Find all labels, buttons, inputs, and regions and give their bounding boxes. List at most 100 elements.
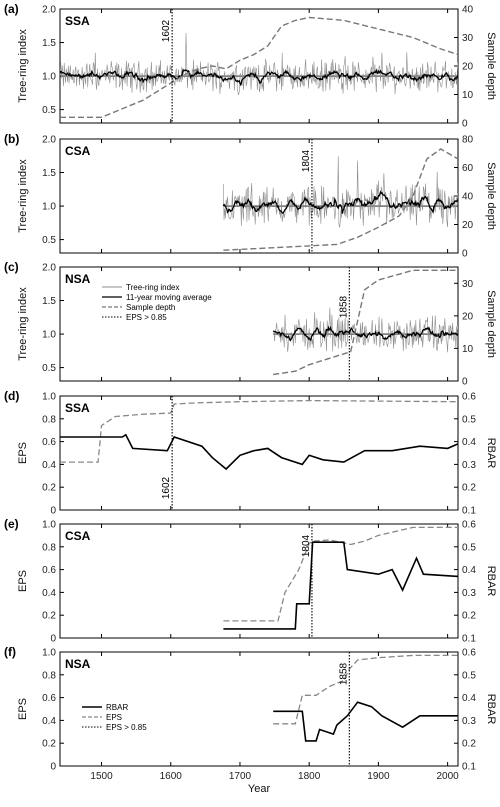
eps-threshold-year-label: 1804 — [301, 534, 312, 557]
y-tick-label: 0.6 — [42, 437, 56, 448]
panel-label: (e) — [4, 517, 19, 531]
panel-b: 0.5 1.0 1.5 2.0 0 20 40 60 80 Tree-ring index Samp… — [4, 132, 497, 260]
panel-f: 1500 1600 1700 1800 1900 2000 Year 0 0.2 0.4 0.6 0.… — [4, 645, 497, 795]
y2-tick-label: 0.6 — [462, 392, 476, 403]
y-tick-label: 0.4 — [42, 460, 56, 471]
eps-threshold-year-label: 1602 — [161, 19, 172, 42]
region-label: SSA — [65, 14, 90, 28]
panel-label: (d) — [4, 389, 19, 403]
y-tick-label: 0.6 — [42, 565, 56, 576]
y2-tick-label: 80 — [462, 135, 474, 146]
x-tick-label: 1700 — [229, 771, 252, 782]
y-axis-label: EPS — [17, 698, 29, 720]
y-tick-label: 2.0 — [42, 135, 56, 146]
y-tick-label: 0 — [50, 634, 56, 645]
y-tick-label: 0.6 — [42, 693, 56, 704]
y-tick-label: 0.8 — [42, 414, 56, 425]
legend-label: EPS > 0.85 — [106, 723, 147, 732]
y2-axis-label: Sample depth — [485, 162, 497, 230]
y2-tick-label: 20 — [462, 311, 474, 322]
y-tick-label: 1.0 — [42, 392, 56, 403]
y2-tick-label: 30 — [462, 33, 474, 44]
eps-threshold-year-label: 1602 — [161, 476, 172, 499]
legend-label: 11-year moving average — [126, 293, 212, 302]
plot-area — [273, 654, 458, 742]
y-tick-label: 0 — [50, 762, 56, 773]
plot-frame — [59, 523, 459, 639]
plot-area — [223, 526, 458, 630]
y2-axis-label: RBAR — [485, 438, 497, 469]
moving-average-series — [273, 325, 458, 342]
region-label: NSA — [65, 657, 91, 671]
y2-tick-label: 0.5 — [462, 414, 476, 425]
y-axis-label: EPS — [17, 570, 29, 592]
y2-tick-label: 0.3 — [462, 716, 476, 727]
y2-axis-label: Sample depth — [485, 32, 497, 100]
y2-tick-label: 0.6 — [462, 648, 476, 659]
y-tick-label: 0.8 — [42, 542, 56, 553]
x-tick-label: 1900 — [367, 771, 390, 782]
y-tick-label: 0.5 — [42, 235, 56, 246]
y2-axis-label: Sample depth — [485, 290, 497, 358]
y-tick-label: 1.0 — [42, 72, 56, 83]
moving-average-series — [60, 68, 458, 87]
x-tick-label: 1600 — [160, 771, 183, 782]
legend-label: Sample depth — [126, 303, 175, 312]
y2-axis-label: RBAR — [485, 566, 497, 597]
eps-series — [60, 399, 458, 463]
y-tick-label: 2.0 — [42, 263, 56, 274]
y2-axis-label: RBAR — [485, 694, 497, 725]
y-tick-label: 0.4 — [42, 588, 56, 599]
x-tick-label: 1500 — [90, 771, 113, 782]
y2-tick-label: 0.4 — [462, 565, 476, 576]
panel-a: 0.5 1.0 1.5 2.0 0 10 20 30 40 Tree-ring index Samp… — [4, 2, 497, 130]
plot-frame — [59, 266, 459, 382]
tree-ring-index-series — [223, 156, 458, 228]
y2-tick-label: 0 — [462, 249, 468, 260]
y2-tick-label: 40 — [462, 192, 474, 203]
y2-tick-label: 10 — [462, 344, 474, 355]
plot-area — [60, 399, 458, 471]
panel-label: (a) — [4, 2, 19, 16]
region-label: NSA — [65, 272, 91, 286]
y-axis-label: EPS — [17, 442, 29, 464]
y2-tick-label: 0.3 — [462, 588, 476, 599]
y2-tick-label: 20 — [462, 62, 474, 73]
y2-tick-label: 30 — [462, 279, 474, 290]
panel-label: (f) — [4, 645, 16, 659]
legend-label: EPS — [106, 713, 122, 722]
panel-label: (c) — [4, 260, 19, 274]
y2-tick-label: 0.2 — [462, 739, 476, 750]
plot-frame — [59, 651, 459, 767]
y2-tick-label: 0.6 — [462, 520, 476, 531]
rbar-series — [223, 541, 458, 630]
y2-tick-label: 0.1 — [462, 506, 476, 517]
region-label: CSA — [65, 529, 91, 543]
plot-area — [60, 16, 458, 118]
x-tick-label: 1800 — [298, 771, 321, 782]
legend-label: RBAR — [106, 703, 128, 712]
y2-tick-label: 0.5 — [462, 670, 476, 681]
panel-d: 0 0.2 0.4 0.6 0.8 1.0 0.1 0.2 0.3 0.4 0.5 0.6 EPS RBA… — [4, 389, 497, 517]
y2-tick-label: 40 — [462, 5, 474, 16]
y-tick-label: 1.0 — [42, 520, 56, 531]
legend-label: Tree-ring index — [126, 283, 180, 292]
y-axis-label: Tree-ring index — [17, 159, 29, 233]
eps-threshold-year-label: 1804 — [301, 149, 312, 172]
y-tick-label: 0 — [50, 506, 56, 517]
plot-area — [272, 269, 458, 376]
y2-tick-label: 10 — [462, 90, 474, 101]
y2-tick-label: 0.1 — [462, 634, 476, 645]
y-tick-label: 0.8 — [42, 670, 56, 681]
panel-c: 0.5 1.0 1.5 2.0 0 10 20 30 Tree-ring index Sample… — [4, 260, 497, 388]
y2-tick-label: 0.5 — [462, 542, 476, 553]
panel-label: (b) — [4, 132, 19, 146]
rbar-series — [60, 433, 458, 471]
y2-tick-label: 0.1 — [462, 762, 476, 773]
y2-tick-label: 0.2 — [462, 483, 476, 494]
y-tick-label: 1.5 — [42, 38, 56, 49]
sample-depth-series — [223, 148, 458, 251]
plot-area — [222, 148, 458, 251]
y2-tick-label: 20 — [462, 220, 474, 231]
